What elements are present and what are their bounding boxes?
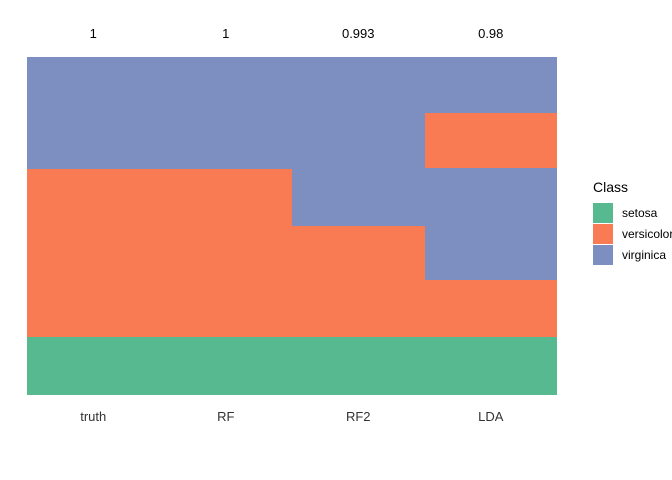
- column-RF2: [292, 57, 425, 395]
- x-axis-labels-row: truth RF RF2 LDA: [27, 409, 557, 424]
- legend-items: setosa versicolor virginica: [593, 203, 672, 265]
- legend-label-setosa: setosa: [622, 206, 658, 220]
- plot-panel: [27, 57, 557, 395]
- segment-setosa: [292, 336, 425, 395]
- accuracy-label-LDA: 0.98: [478, 26, 504, 41]
- segment-versicolor: [27, 168, 160, 337]
- accuracy-label-RF: 1: [222, 26, 230, 41]
- segment-virginica: [27, 57, 160, 169]
- x-axis-label-LDA: LDA: [478, 409, 504, 424]
- segment-versicolor: [292, 226, 425, 337]
- legend-item-versicolor: versicolor: [593, 224, 672, 244]
- x-axis-label-RF2: RF2: [345, 409, 371, 424]
- legend-swatch-setosa: [593, 203, 613, 223]
- legend-label-versicolor: versicolor: [622, 227, 672, 241]
- legend-item-setosa: setosa: [593, 203, 672, 223]
- segment-versicolor: [424, 280, 557, 338]
- segment-setosa: [159, 336, 292, 395]
- segment-setosa: [424, 337, 557, 395]
- column-RF: [159, 57, 292, 395]
- column-truth: [27, 57, 160, 395]
- legend-swatch-versicolor: [593, 224, 613, 244]
- segment-virginica: [424, 57, 557, 114]
- segment-virginica: [424, 168, 557, 281]
- segment-versicolor: [159, 168, 292, 337]
- segment-versicolor: [424, 113, 557, 169]
- segment-virginica: [159, 57, 292, 169]
- segment-setosa: [27, 336, 160, 395]
- segment-virginica: [292, 57, 425, 226]
- x-axis-label-truth: truth: [80, 409, 107, 424]
- legend-label-virginica: virginica: [622, 248, 667, 262]
- accuracy-label-RF2: 0.993: [341, 26, 375, 41]
- column-LDA: [424, 57, 557, 395]
- legend-swatch-virginica: [593, 245, 613, 265]
- legend-item-virginica: virginica: [593, 245, 672, 265]
- accuracy-labels-row: 1 1 0.993 0.98: [27, 26, 557, 41]
- x-axis-label-RF: RF: [217, 409, 235, 424]
- legend: Class setosa versicolor virginica: [593, 180, 672, 266]
- legend-title: Class: [593, 179, 629, 195]
- accuracy-label-truth: 1: [89, 26, 97, 41]
